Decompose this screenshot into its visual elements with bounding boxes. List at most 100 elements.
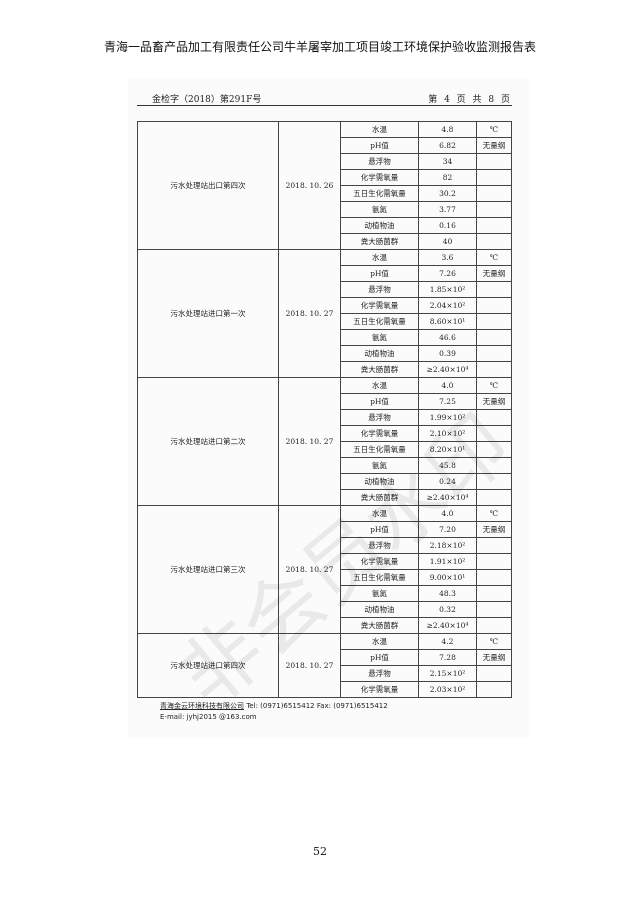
parameter-unit [476, 585, 512, 602]
parameter-name: 氨氮 [340, 329, 419, 346]
sample-date: 2018. 10. 27 [278, 505, 341, 634]
parameter-value: ≥2.40×10⁴ [418, 361, 477, 378]
parameter-name: 粪大肠菌群 [340, 361, 419, 378]
parameter-name: pH值 [340, 649, 419, 666]
parameter-value: 4.8 [418, 121, 477, 138]
footer-phone-fax: Tel: (0971)6515412 Fax: (0971)6515412 [244, 702, 388, 710]
parameter-unit [476, 313, 512, 330]
parameter-name: pH值 [340, 393, 419, 410]
page-info: 第 4 页 共 8 页 [428, 95, 512, 105]
parameter-name: 动植物油 [340, 345, 419, 362]
parameter-value: 2.03×10² [418, 681, 477, 698]
parameter-value: 3.77 [418, 201, 477, 218]
table-row: 粪大肠菌群 40 [138, 233, 512, 250]
sample-location: 污水处理站进口第四次 [137, 633, 279, 698]
parameter-unit [476, 617, 512, 634]
parameter-unit: ℃ [476, 121, 512, 138]
table-row: 化学需氧量 2.03×10² [138, 681, 512, 698]
monitoring-table: 污水处理站出口第四次 2018. 10. 26 水温 4.8 ℃ pH值 6.82 无量纲 悬浮… [137, 121, 512, 698]
sample-date: 2018. 10. 26 [278, 121, 341, 250]
footer-email: E-mail: jyhj2015 @163.com [160, 713, 257, 721]
parameter-unit [476, 297, 512, 314]
report-number: 金检字（2018）第291F号 [152, 95, 262, 105]
parameter-unit [476, 665, 512, 682]
parameter-name: 粪大肠菌群 [340, 233, 419, 250]
parameter-unit: 无量纲 [476, 137, 512, 154]
parameter-name: pH值 [340, 265, 419, 282]
parameter-name: 水温 [340, 633, 419, 650]
table-row: 悬浮物 1.99×10² [138, 409, 512, 426]
parameter-value: 0.16 [418, 217, 477, 234]
sample-location: 污水处理站进口第二次 [137, 377, 279, 506]
table-row: 污水处理站进口第一次 2018. 10. 27 水温 3.6 ℃ [137, 249, 512, 378]
parameter-value: 2.15×10² [418, 665, 477, 682]
parameter-value: 9.00×10¹ [418, 569, 477, 586]
parameter-unit [476, 281, 512, 298]
parameter-unit [476, 233, 512, 250]
parameter-unit: ℃ [476, 633, 512, 650]
parameter-unit [476, 185, 512, 202]
parameter-value: 7.26 [418, 265, 477, 282]
parameter-name: 五日生化需氧量 [340, 313, 419, 330]
parameter-unit [476, 681, 512, 698]
table-row: 悬浮物 2.18×10² [138, 537, 512, 554]
table-row: pH值 7.28 无量纲 [138, 649, 512, 666]
parameter-value: 0.39 [418, 345, 477, 362]
table-row: 氨氮 46.6 [138, 329, 512, 346]
parameter-name: 悬浮物 [340, 153, 419, 170]
document-title: 青海一品畜产品加工有限责任公司牛羊屠宰加工项目竣工环境保护验收监测报告表 [103, 40, 536, 54]
parameter-value: 7.28 [418, 649, 477, 666]
parameter-unit: ℃ [476, 249, 512, 266]
table-row: 污水处理站出口第四次 2018. 10. 26 水温 4.8 ℃ [137, 121, 512, 250]
footer-company: 青海金云环境科技有限公司 [160, 702, 244, 710]
parameter-name: 氨氮 [340, 201, 419, 218]
parameter-name: 化学需氧量 [340, 681, 419, 698]
parameter-value: 4.2 [418, 633, 477, 650]
parameter-unit: ℃ [476, 377, 512, 394]
parameter-unit: 无量纲 [476, 393, 512, 410]
parameter-unit [476, 537, 512, 554]
parameter-value: 0.32 [418, 601, 477, 618]
table-row: 动植物油 0.16 [138, 217, 512, 234]
footer-contact: 青海金云环境科技有限公司 Tel: (0971)6515412 Fax: (09… [160, 701, 388, 711]
parameter-unit [476, 345, 512, 362]
sample-location: 污水处理站进口第一次 [137, 249, 279, 378]
parameter-value: ≥2.40×10⁴ [418, 617, 477, 634]
report-header: 金检字（2018）第291F号 第 4 页 共 8 页 [137, 92, 512, 106]
table-row: 污水处理站进口第四次 2018. 10. 27 水温 4.2 ℃ [137, 633, 512, 698]
parameter-unit: 无量纲 [476, 521, 512, 538]
table-row: 粪大肠菌群 ≥2.40×10⁴ [138, 617, 512, 634]
table-row: 动植物油 0.39 [138, 345, 512, 362]
parameter-value: 1.85×10² [418, 281, 477, 298]
parameter-name: 水温 [340, 249, 419, 266]
table-row: 动植物油 0.32 [138, 601, 512, 618]
table-row: 化学需氧量 2.10×10² [138, 425, 512, 442]
parameter-unit [476, 201, 512, 218]
parameter-name: 悬浮物 [340, 281, 419, 298]
parameter-unit [476, 569, 512, 586]
parameter-value: 46.6 [418, 329, 477, 346]
parameter-name: 五日生化需氧量 [340, 185, 419, 202]
parameter-unit [476, 153, 512, 170]
parameter-unit: 无量纲 [476, 265, 512, 282]
parameter-value: 6.82 [418, 137, 477, 154]
parameter-value: 82 [418, 169, 477, 186]
parameter-value: 30.2 [418, 185, 477, 202]
table-row: 粪大肠菌群 ≥2.40×10⁴ [138, 361, 512, 378]
parameter-value: 2.04×10² [418, 297, 477, 314]
parameter-name: 悬浮物 [340, 665, 419, 682]
parameter-name: 动植物油 [340, 217, 419, 234]
parameter-unit [476, 169, 512, 186]
parameter-unit [476, 553, 512, 570]
parameter-unit [476, 601, 512, 618]
parameter-unit: 无量纲 [476, 649, 512, 666]
parameter-name: 水温 [340, 121, 419, 138]
table-row: 污水处理站进口第二次 2018. 10. 27 水温 4.0 ℃ [137, 377, 512, 506]
parameter-name: 水温 [340, 377, 419, 394]
seal-mark [548, 300, 556, 390]
table-row: 化学需氧量 82 [138, 169, 512, 186]
table-row: 氨氮 45.8 [138, 457, 512, 474]
sample-date: 2018. 10. 27 [278, 633, 341, 698]
parameter-unit [476, 217, 512, 234]
